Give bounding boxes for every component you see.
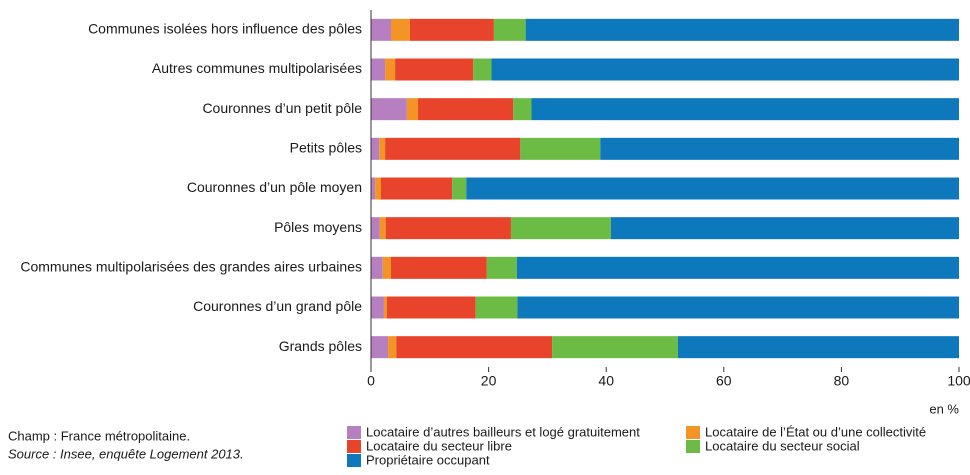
bar-segment	[371, 58, 386, 81]
x-tick-label: 80	[834, 373, 850, 389]
bar-segment	[388, 336, 397, 359]
bar-segment	[517, 296, 959, 319]
bar-segment	[491, 58, 959, 81]
y-tick-label: Couronnes d’un pôle moyen	[187, 179, 362, 195]
bar-segment	[379, 217, 386, 240]
bar-segment	[380, 177, 453, 200]
legend-swatch	[686, 440, 700, 453]
x-tick-label: 0	[367, 373, 375, 389]
x-tick-label: 60	[716, 373, 732, 389]
bar-segment	[452, 177, 467, 200]
x-axis-label: en %	[929, 401, 959, 416]
bar-segment	[379, 137, 386, 160]
bar-segment	[371, 296, 384, 319]
y-tick-label: Petits pôles	[290, 140, 362, 156]
bar-segment	[390, 18, 410, 41]
bar-segment	[395, 58, 474, 81]
legend-label: Locataire du secteur libre	[366, 438, 512, 453]
bar-segment	[531, 98, 959, 121]
bar-segment	[406, 98, 419, 121]
bar-segment	[390, 256, 487, 279]
y-tick-label: Couronnes d’un grand pôle	[193, 298, 362, 314]
x-tick-label: 100	[947, 373, 970, 389]
bar-segment	[371, 177, 376, 200]
y-tick-label: Couronnes d’un petit pôle	[202, 100, 362, 116]
bar-segment	[382, 256, 391, 279]
bar-segment	[385, 58, 396, 81]
bar-segment	[473, 58, 492, 81]
y-tick-label: Pôles moyens	[274, 219, 362, 235]
bar-segment	[610, 217, 959, 240]
bar-segment	[510, 217, 611, 240]
bar-segment	[552, 336, 678, 359]
bar-segment	[375, 177, 381, 200]
y-tick-label: Grands pôles	[279, 338, 362, 354]
bar-segment	[371, 217, 380, 240]
legend-label: Locataire de l’État ou d’une collectivit…	[705, 424, 926, 439]
bar-segment	[475, 296, 518, 319]
x-tick-label: 40	[598, 373, 614, 389]
bar-segment	[520, 137, 601, 160]
legend-swatch	[686, 426, 700, 439]
legend-label: Locataire du secteur social	[705, 438, 860, 453]
bar-segment	[371, 336, 389, 359]
legend-swatch	[347, 426, 361, 439]
bar-segment	[371, 256, 383, 279]
bar-segment	[516, 256, 959, 279]
bar-segment	[371, 98, 407, 121]
bar-segment	[386, 296, 476, 319]
note: Champ : France métropolitaine.	[8, 428, 190, 443]
legend-swatch	[347, 454, 361, 467]
bar-segment	[466, 177, 959, 200]
bar-segment	[525, 18, 959, 41]
bar-segment	[371, 137, 380, 160]
legend-swatch	[347, 440, 361, 453]
bar-segment	[493, 18, 526, 41]
bar-segment	[600, 137, 959, 160]
bar-segment	[396, 336, 553, 359]
legend-label: Locataire d’autres bailleurs et logé gra…	[366, 424, 640, 439]
bar-segment	[486, 256, 517, 279]
y-tick-label: Autres communes multipolarisées	[152, 60, 362, 76]
source: Source : Insee, enquête Logement 2013.	[8, 446, 244, 461]
bar-segment	[677, 336, 959, 359]
bar-segment	[418, 98, 514, 121]
x-tick-label: 20	[481, 373, 497, 389]
bar-segment	[385, 137, 521, 160]
bar-segment	[409, 18, 494, 41]
bar-segment	[513, 98, 532, 121]
bar-segment	[385, 217, 511, 240]
bar-segment	[371, 18, 391, 41]
legend-label: Propriétaire occupant	[366, 452, 490, 467]
y-tick-label: Communes isolées hors influence des pôle…	[88, 21, 362, 37]
bar-segment	[383, 296, 387, 319]
y-tick-label: Communes multipolarisées des grandes air…	[20, 259, 362, 275]
